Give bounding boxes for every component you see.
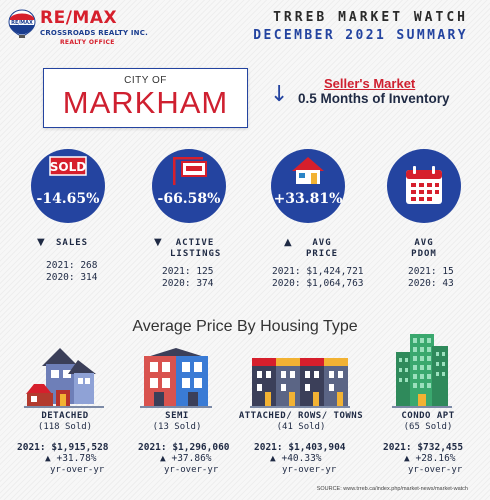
trend-up-icon: ▲ — [284, 237, 292, 248]
svg-text:RE/MAX: RE/MAX — [11, 20, 33, 26]
kpi-circle-sales: SOLD -14.65% — [31, 149, 105, 223]
header-subtitle: DECEMBER 2021 SUMMARY — [253, 28, 468, 43]
detached-house-icon — [24, 348, 104, 408]
kpi-label-price: AVG PRICE — [302, 238, 342, 260]
trend-up-icon: ▲ — [404, 453, 410, 464]
kpi-2020-sales: 2020: 314 — [46, 272, 98, 283]
kpi-2020-active: 2020: 374 — [162, 278, 214, 289]
kpi-value-active: -66.58% — [157, 191, 221, 207]
housing-pct-value-semi: +37.86% — [171, 453, 212, 464]
kpi-circle-price: +33.81% — [271, 149, 345, 223]
housing-sold-condo: (65 Sold) — [403, 422, 453, 432]
housing-pct-attached: ▲ +40.33% — [270, 453, 322, 464]
housing-price-attached: 2021: $1,403,904 — [254, 442, 346, 453]
trend-up-icon: ▲ — [45, 453, 51, 464]
condo-building-icon — [392, 334, 452, 408]
trend-down-icon: ▼ — [154, 237, 162, 248]
housing-name-detached: DETACHED — [41, 411, 89, 421]
housing-name-attached: ATTACHED/ ROWS/ TOWNS — [238, 411, 364, 421]
brokerage-tagline: REALTY OFFICE — [60, 39, 115, 46]
brokerage-name: CROSSROADS REALTY INC. — [40, 29, 148, 37]
housing-yoy-attached: yr-over-yr — [282, 465, 337, 475]
for-sale-sign-icon — [173, 157, 207, 185]
city-box: CITY OF MARKHAM — [43, 68, 248, 128]
remax-wordmark: RE/MAX — [40, 8, 118, 28]
city-label: CITY OF — [124, 75, 167, 86]
market-type: Seller's Market — [324, 76, 416, 91]
housing-pct-value-attached: +40.33% — [281, 453, 322, 464]
semi-house-icon — [140, 348, 212, 408]
housing-price-condo: 2021: $732,455 — [383, 442, 464, 453]
kpi-2021-price: 2021: $1,424,721 — [272, 266, 364, 277]
trend-up-icon: ▲ — [270, 453, 276, 464]
kpi-2021-active: 2021: 125 — [162, 266, 214, 277]
kpi-label-price-line2: PRICE — [305, 249, 339, 259]
trend-down-icon: ▼ — [37, 237, 45, 248]
inventory-text: 0.5 Months of Inventory — [298, 91, 450, 106]
remax-logo: RE/MAX RE/MAX CROSSROADS REALTY INC. REA… — [6, 6, 156, 50]
kpi-circle-active: -66.58% — [152, 149, 226, 223]
housing-yoy-semi: yr-over-yr — [164, 465, 219, 475]
header-title: TRREB MARKET WATCH — [273, 10, 468, 25]
trend-up-icon: ▲ — [160, 453, 166, 464]
kpi-2020-price: 2020: $1,064,763 — [272, 278, 364, 289]
housing-sold-detached: (118 Sold) — [37, 422, 93, 432]
city-name: MARKHAM — [62, 85, 229, 120]
housing-price-semi: 2021: $1,296,060 — [138, 442, 230, 453]
down-arrow-icon: ↓ — [270, 82, 289, 107]
kpi-label-price-line1: AVG — [312, 238, 332, 248]
housing-pct-condo: ▲ +28.16% — [404, 453, 456, 464]
housing-pct-value-detached: +31.78% — [56, 453, 97, 464]
housing-sold-attached: (41 Sold) — [276, 422, 326, 432]
kpi-label-pdom-line2: PDOM — [411, 249, 437, 259]
kpi-2020-pdom: 2020: 43 — [408, 278, 454, 289]
housing-name-condo: CONDO APT — [401, 411, 455, 421]
kpi-value-price: +33.81% — [273, 191, 343, 207]
housing-name-semi: SEMI — [165, 411, 189, 421]
sold-sign-icon: SOLD — [49, 156, 87, 176]
calendar-icon — [406, 166, 442, 204]
kpi-2021-sales: 2021: 268 — [46, 260, 98, 271]
kpi-label-sales: SALES — [56, 238, 89, 248]
kpi-label-active-line2: LISTINGS — [170, 249, 222, 259]
housing-pct-semi: ▲ +37.86% — [160, 453, 212, 464]
house-icon — [292, 157, 324, 184]
remax-balloon-icon: RE/MAX — [8, 9, 36, 38]
source-note: SOURCE: www.trreb.ca/index.php/market-ne… — [316, 486, 468, 492]
kpi-circle-pdom — [387, 149, 461, 223]
housing-sold-semi: (13 Sold) — [152, 422, 202, 432]
kpi-label-active-line1: ACTIVE — [175, 238, 215, 248]
kpi-2021-pdom: 2021: 15 — [408, 266, 454, 277]
svg-text:SOLD: SOLD — [50, 160, 86, 174]
housing-price-detached: 2021: $1,915,528 — [17, 442, 109, 453]
kpi-label-pdom: AVG PDOM — [404, 238, 444, 260]
kpi-label-pdom-line1: AVG — [414, 238, 434, 248]
housing-yoy-detached: yr-over-yr — [50, 465, 105, 475]
housing-yoy-condo: yr-over-yr — [408, 465, 463, 475]
kpi-value-sales: -14.65% — [36, 191, 100, 207]
kpi-label-active: ACTIVE LISTINGS — [170, 238, 220, 260]
housing-pct-value-condo: +28.16% — [415, 453, 456, 464]
townhouse-icon — [250, 358, 350, 408]
housing-pct-detached: ▲ +31.78% — [45, 453, 97, 464]
section-title: Average Price By Housing Type — [132, 318, 358, 335]
